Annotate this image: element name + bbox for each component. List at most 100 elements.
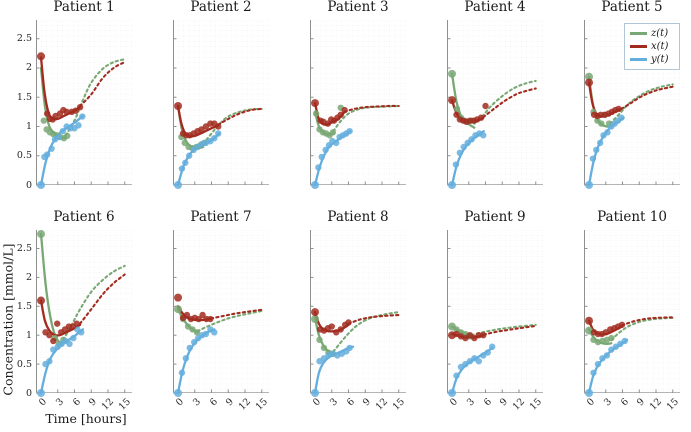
z-data-point	[453, 105, 461, 113]
y-tick-label: 0.5	[16, 150, 32, 162]
grid	[584, 230, 680, 393]
y-tick-label: 2.5	[16, 242, 32, 254]
x-tick-label: 12	[373, 396, 391, 413]
y-data-point	[585, 389, 594, 397]
x-prediction-dashed-line	[343, 104, 400, 113]
z-data-point	[598, 120, 605, 127]
x-tick-label: 0	[448, 396, 461, 409]
y-data-point	[448, 181, 457, 189]
y-tick-label: 2	[25, 271, 32, 283]
y-data-point	[211, 134, 218, 142]
x-data-point	[199, 311, 206, 319]
y-data-point	[75, 122, 82, 129]
x-tick-label: 3	[190, 396, 203, 409]
y-data-point	[590, 369, 597, 376]
y-tick-label: 1.5	[16, 91, 32, 103]
x-tick-label: 0	[174, 396, 187, 409]
y-data-point	[185, 152, 193, 159]
y-axis-label: Concentration [mmol/L]	[0, 243, 16, 396]
x-prediction-dashed-line	[347, 313, 400, 325]
y-data-point	[211, 329, 218, 336]
y-data-point	[618, 114, 625, 121]
plot-area-patient-3	[310, 20, 406, 189]
x-data-point	[37, 52, 46, 61]
y-data-point	[66, 340, 73, 348]
y-data-point	[46, 358, 53, 365]
y-line-swatch	[630, 58, 647, 61]
y-tick-label: 2.5	[16, 33, 32, 45]
y-data-point	[585, 181, 594, 189]
x-tick-label: 15	[253, 396, 270, 413]
x-data-point	[54, 320, 61, 327]
y-tick-label: 1	[25, 329, 32, 341]
x-data-point	[345, 319, 352, 326]
x-prediction-dashed-line	[79, 273, 126, 325]
legend: z(t) x(t) y(t)	[624, 23, 680, 70]
y-data-point	[621, 337, 628, 345]
y-data-point	[215, 130, 222, 137]
subplot-title-patient-8: Patient 8	[327, 209, 389, 225]
grid	[36, 230, 132, 393]
y-data-point	[480, 132, 487, 139]
y-tick-label: 1	[25, 120, 32, 132]
subplot-title-patient-7: Patient 7	[190, 209, 252, 225]
x-data-point	[207, 315, 214, 323]
y-data-point	[186, 344, 193, 352]
x-tick-label: 15	[390, 396, 407, 413]
y-data-point	[37, 181, 46, 189]
x-data-point	[618, 321, 626, 328]
legend-label-x: x(t)	[651, 40, 669, 52]
z-prediction-dashed-line	[196, 309, 263, 333]
y-data-point	[346, 344, 353, 352]
y-data-point	[311, 389, 320, 397]
z-data-point	[64, 132, 71, 140]
grid	[310, 230, 406, 393]
x-data-point	[453, 111, 460, 118]
y-tick-label: 1.5	[16, 300, 32, 312]
x-line-swatch	[630, 45, 647, 48]
z-line-swatch	[630, 32, 647, 35]
y-data-point	[178, 369, 186, 376]
y-data-point	[78, 329, 85, 336]
x-prediction-dashed-line	[482, 324, 537, 336]
y-data-point	[59, 127, 66, 135]
x-prediction-dashed-line	[482, 87, 537, 119]
y-data-point	[453, 372, 460, 379]
y-data-point	[456, 149, 464, 157]
y-data-point	[604, 129, 611, 136]
grid	[310, 20, 406, 185]
y-data-point	[489, 343, 496, 350]
x-data-point	[73, 320, 80, 327]
x-tick-label: 12	[647, 396, 665, 413]
x-data-point	[311, 99, 320, 108]
y-data-point	[182, 159, 189, 166]
x-data-point	[76, 103, 84, 111]
subplot-title-patient-6: Patient 6	[53, 209, 115, 225]
z-prediction-dashed-line	[332, 311, 400, 353]
z-data-point	[608, 334, 615, 342]
plot-area-patient-6	[36, 230, 132, 397]
legend-item-y: y(t)	[630, 53, 674, 66]
y-data-point	[43, 151, 51, 158]
z-data-point	[320, 344, 328, 352]
x-data-point	[337, 326, 344, 333]
x-data-point	[46, 331, 53, 339]
x-data-point	[475, 331, 483, 339]
y-data-point	[37, 389, 46, 397]
y-data-point	[594, 360, 602, 368]
x-prediction-dashed-line	[209, 308, 263, 320]
y-data-point	[182, 355, 190, 362]
plot-area-patient-1	[36, 20, 132, 189]
subplot-title-patient-5: Patient 5	[601, 0, 663, 15]
subplot-title-patient-1: Patient 1	[53, 0, 115, 15]
y-data-point	[318, 153, 325, 161]
y-data-point	[174, 181, 183, 189]
x-tick-label: 12	[236, 396, 254, 413]
x-prediction-dashed-line	[217, 107, 263, 126]
plot-area-patient-4	[447, 20, 543, 189]
x-prediction-dashed-line	[620, 316, 674, 327]
x-data-point	[43, 110, 51, 117]
z-data-point	[312, 110, 320, 117]
y-data-point	[596, 139, 604, 147]
y-tick-label: 0.5	[16, 358, 32, 370]
